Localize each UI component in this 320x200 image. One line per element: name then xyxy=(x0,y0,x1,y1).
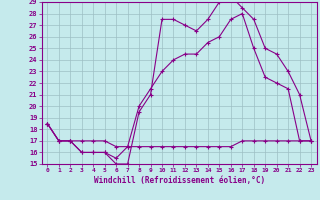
X-axis label: Windchill (Refroidissement éolien,°C): Windchill (Refroidissement éolien,°C) xyxy=(94,176,265,185)
